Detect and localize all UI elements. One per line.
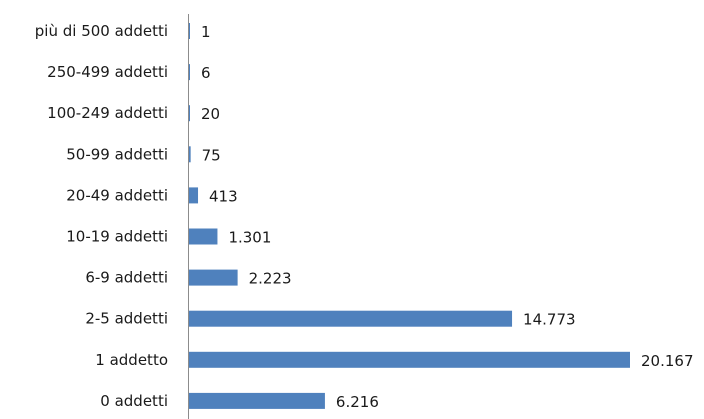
bar-6 [189, 269, 238, 286]
bar-7 [189, 310, 513, 327]
value-label-5: 1.301 [228, 229, 271, 247]
category-label-7: 2-5 addetti [85, 310, 168, 328]
value-label-7: 14.773 [523, 311, 576, 329]
value-label-2: 20 [201, 105, 220, 123]
category-label-5: 10-19 addetti [66, 228, 168, 246]
bar-9 [189, 392, 325, 409]
value-label-6: 2.223 [249, 270, 292, 288]
category-labels-group: più di 500 addetti 250-499 addetti 100-249… [35, 22, 168, 410]
category-label-1: 250-499 addetti [47, 63, 168, 81]
category-label-6: 6-9 addetti [85, 269, 168, 287]
bar-0 [189, 23, 190, 39]
value-label-4: 413 [209, 187, 238, 205]
category-label-4: 20-49 addetti [66, 186, 168, 204]
category-label-9: 0 addetti [100, 392, 168, 410]
bar-3 [189, 146, 191, 163]
bar-4 [189, 187, 199, 204]
value-labels-group: 1 6 20 75 413 1.301 2.223 14.773 20.167 6.216 [201, 23, 694, 411]
category-label-0: più di 500 addetti [35, 22, 168, 40]
category-label-3: 50-99 addetti [66, 145, 168, 163]
category-label-8: 1 addetto [95, 351, 168, 369]
bar-5 [189, 228, 218, 245]
value-label-3: 75 [202, 146, 221, 164]
bar-2 [189, 105, 190, 122]
value-label-1: 6 [201, 64, 211, 82]
bar-8 [189, 351, 630, 368]
bar-1 [189, 64, 190, 81]
category-label-2: 100-249 addetti [47, 104, 168, 122]
value-label-0: 1 [201, 23, 211, 41]
value-label-8: 20.167 [641, 352, 694, 370]
bars-group [189, 23, 630, 409]
value-label-9: 6.216 [336, 393, 379, 411]
